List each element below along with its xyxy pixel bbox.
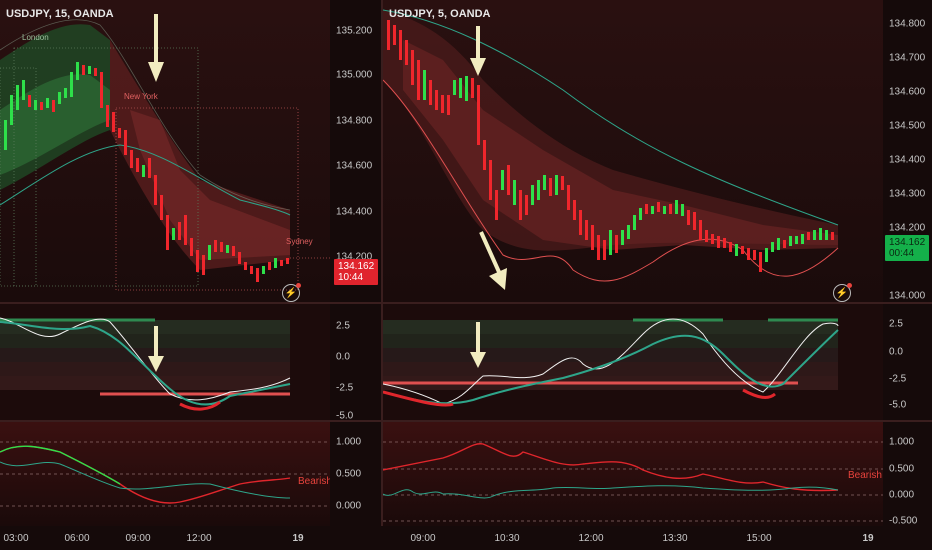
right-price-tick: 134.000 — [889, 290, 926, 302]
right-bias-plot — [383, 422, 883, 526]
left-bias-tick: 1.000 — [336, 436, 362, 448]
right-bias-tick: -0.500 — [889, 515, 918, 527]
left-down-arrow — [148, 14, 164, 82]
left-oscillator-pane[interactable] — [0, 304, 330, 420]
session-label-newyork: New York — [124, 92, 158, 101]
right-time-tick: 09:00 — [410, 533, 436, 544]
right-price-tick: 134.300 — [889, 188, 926, 200]
left-price-tick: 134.400 — [336, 206, 373, 218]
left-time-tick: 09:00 — [125, 533, 151, 544]
right-price-tick: 134.600 — [889, 86, 926, 98]
left-time-tick: 19 — [292, 533, 304, 544]
right-time-tick: 19 — [862, 533, 874, 544]
right-chart-title[interactable]: USDJPY, 5, OANDA — [389, 8, 491, 20]
left-price-tick: 134.200 — [336, 251, 373, 263]
left-price-tick: 135.200 — [336, 25, 373, 37]
right-last-price-badge: 134.162 00:44 — [885, 235, 930, 261]
right-osc-tick: -5.0 — [889, 399, 907, 411]
left-price-plot — [0, 0, 330, 302]
right-bias-label: Bearish — [848, 470, 882, 481]
right-price-tick: 134.400 — [889, 154, 926, 166]
right-time-tick: 13:30 — [662, 533, 688, 544]
left-oscillator-plot — [0, 304, 330, 420]
left-bias-axis[interactable]: 1.000 0.500 0.000 — [330, 422, 382, 526]
left-bias-plot — [0, 422, 330, 526]
left-last-price-badge: 134.162 10:44 — [334, 259, 379, 285]
right-osc-tick: 2.5 — [889, 318, 903, 330]
right-time-tick: 15:00 — [746, 533, 772, 544]
right-osc-tick: -2.5 — [889, 373, 907, 385]
right-osc-tick: 0.0 — [889, 346, 903, 358]
left-bias-tick: 0.000 — [336, 500, 362, 512]
left-price-axis[interactable]: 135.200 135.000 134.800 134.600 134.400 … — [330, 0, 382, 302]
right-countdown: 00:44 — [889, 248, 915, 259]
right-osc-axis[interactable]: 2.5 0.0 -2.5 -5.0 — [883, 304, 932, 420]
pane-divider[interactable] — [0, 420, 932, 422]
right-bias-tick: 0.500 — [889, 463, 915, 475]
left-last-price: 134.162 — [338, 261, 375, 272]
left-bias-label: Bearish — [298, 476, 330, 487]
right-candles — [387, 20, 834, 272]
left-price-tick: 134.600 — [336, 160, 373, 172]
right-oscillator-pane[interactable] — [383, 304, 883, 420]
right-price-axis[interactable]: 134.800 134.700 134.600 134.500 134.400 … — [883, 0, 932, 302]
right-bias-axis[interactable]: 1.000 0.500 0.000 -0.500 — [883, 422, 932, 527]
left-bias-pane[interactable]: Bearish — [0, 422, 330, 526]
right-price-tick: 134.800 — [889, 18, 926, 30]
right-price-pane[interactable]: USDJPY, 5, OANDA ⚡ — [383, 0, 883, 302]
left-osc-tick: -5.0 — [336, 410, 354, 422]
right-oscillator-plot — [383, 304, 883, 420]
left-bias-tick: 0.500 — [336, 468, 362, 480]
left-time-tick: 06:00 — [64, 533, 90, 544]
right-last-price: 134.162 — [889, 237, 926, 248]
left-time-tick: 12:00 — [186, 533, 212, 544]
right-lightning-icon[interactable]: ⚡ — [833, 283, 852, 302]
time-axis[interactable]: 03:00 06:00 09:00 12:00 19 09:00 10:30 1… — [0, 526, 932, 550]
right-time-tick: 10:30 — [494, 533, 520, 544]
left-osc-tick: 0.0 — [336, 351, 350, 363]
right-price-tick: 134.500 — [889, 120, 926, 132]
right-bias-tick: 1.000 — [889, 436, 915, 448]
left-candles — [4, 62, 289, 282]
right-price-tick: 134.200 — [889, 222, 926, 234]
left-osc-tick: 2.5 — [336, 320, 350, 332]
left-osc-axis[interactable]: 2.5 0.0 -2.5 -5.0 — [330, 304, 382, 422]
left-price-tick: 135.000 — [336, 69, 373, 81]
left-time-tick: 03:00 — [3, 533, 29, 544]
left-chart-title[interactable]: USDJPY, 15, OANDA — [6, 8, 114, 20]
session-label-london: London — [22, 33, 49, 42]
left-countdown: 10:44 — [338, 272, 364, 283]
right-time-tick: 12:00 — [578, 533, 604, 544]
left-lightning-icon[interactable]: ⚡ — [282, 283, 301, 302]
left-price-pane[interactable]: USDJPY, 15, OANDA London New York Sydney… — [0, 0, 330, 302]
right-price-tick: 134.700 — [889, 52, 926, 64]
right-price-plot — [383, 0, 883, 302]
left-price-tick: 134.800 — [336, 115, 373, 127]
vertical-divider[interactable] — [381, 0, 383, 550]
right-bias-pane[interactable]: Bearish — [383, 422, 883, 526]
left-osc-tick: -2.5 — [336, 382, 354, 394]
session-label-sydney: Sydney — [286, 237, 313, 246]
right-bias-tick: 0.000 — [889, 489, 915, 501]
pane-divider[interactable] — [0, 302, 932, 304]
